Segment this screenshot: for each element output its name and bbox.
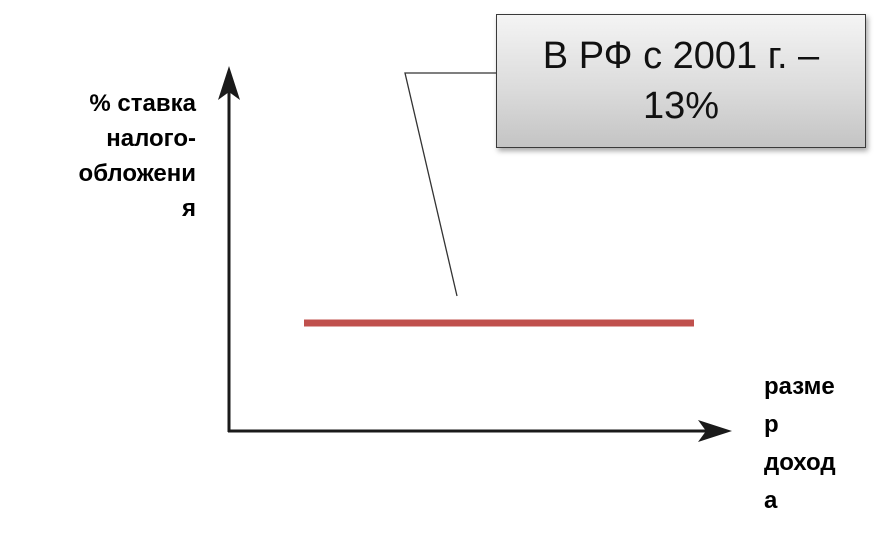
- y-axis-arrowhead: [218, 66, 240, 100]
- y-axis-label-line-2: налого-: [106, 125, 196, 152]
- y-axis-label-line-3: обложени: [78, 160, 196, 187]
- callout-pointer: [404, 72, 497, 297]
- x-axis-label: разме р доход а: [764, 368, 876, 520]
- x-axis-label-line-2: р: [764, 411, 779, 438]
- y-axis-label-line-4: я: [181, 195, 196, 222]
- callout-line-1: В РФ с 2001 г. –: [542, 35, 820, 77]
- y-axis-label: % ставка налого- обложени я: [0, 86, 196, 226]
- callout-box: В РФ с 2001 г. – 13%: [496, 14, 866, 148]
- callout-line-2: 13%: [642, 85, 720, 127]
- x-axis-label-line-3: доход: [764, 449, 836, 476]
- x-axis-arrowhead: [698, 420, 732, 442]
- y-axis-label-line-1: % ставка: [89, 90, 196, 117]
- x-axis-label-line-4: а: [764, 487, 778, 514]
- x-axis-label-line-1: разме: [764, 373, 835, 400]
